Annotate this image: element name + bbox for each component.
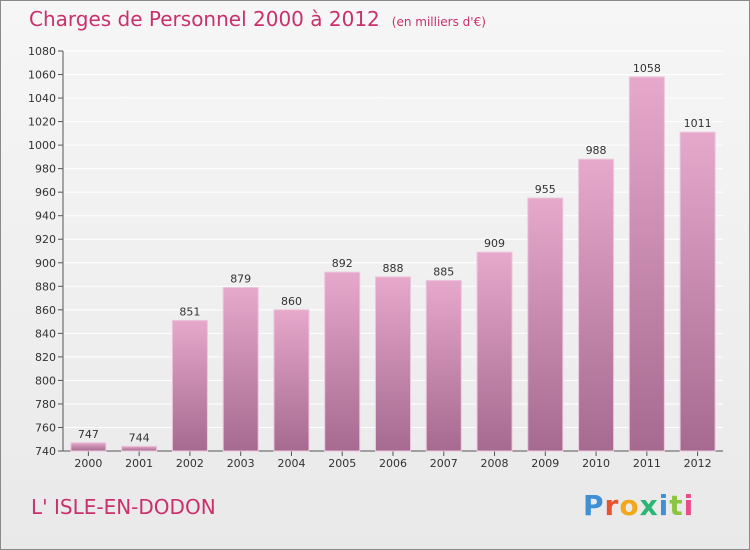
- bar-2004: [273, 309, 310, 452]
- y-tick-label: 920: [35, 233, 56, 246]
- logo-letter: i: [683, 489, 695, 522]
- y-tick-label: 1020: [28, 116, 56, 129]
- data-label-2003: 879: [230, 272, 251, 285]
- y-tick-label: 900: [35, 257, 56, 270]
- y-tick-label: 960: [35, 186, 56, 199]
- y-tick-label: 760: [35, 421, 56, 434]
- x-tick-label-2007: 2007: [430, 457, 458, 470]
- data-label-2005: 892: [332, 257, 353, 270]
- y-tick-label: 780: [35, 398, 56, 411]
- y-tick-label: 860: [35, 304, 56, 317]
- title-unit: (en milliers d'€): [391, 15, 486, 29]
- y-tick-label: 1040: [28, 92, 56, 105]
- bar-layer: [70, 76, 716, 452]
- logo-letter: i: [658, 489, 670, 522]
- logo-letter: r: [604, 489, 620, 522]
- bar-2002: [171, 319, 208, 452]
- data-label-2011: 1058: [633, 62, 661, 75]
- bar-2008: [476, 251, 513, 452]
- y-tick-label: 740: [35, 445, 56, 458]
- y-tick-label: 800: [35, 374, 56, 387]
- y-tick-label: 880: [35, 280, 56, 293]
- x-tick-label-2008: 2008: [481, 457, 509, 470]
- x-tick-label-2001: 2001: [125, 457, 153, 470]
- data-label-2012: 1011: [684, 117, 712, 130]
- logo-letter: t: [669, 489, 684, 522]
- y-tick-label: 940: [35, 210, 56, 223]
- data-label-2007: 885: [433, 265, 454, 278]
- data-label-2006: 888: [383, 262, 404, 275]
- y-tick-label: 980: [35, 163, 56, 176]
- x-tick-label-2010: 2010: [582, 457, 610, 470]
- x-tick-label-2003: 2003: [227, 457, 255, 470]
- x-tick-label-2005: 2005: [328, 457, 356, 470]
- bar-2010: [578, 158, 615, 452]
- x-tick-label-2000: 2000: [74, 457, 102, 470]
- x-tick-label-2009: 2009: [531, 457, 559, 470]
- x-tick-label-2006: 2006: [379, 457, 407, 470]
- x-tick-label-2002: 2002: [176, 457, 204, 470]
- x-tick-label-2004: 2004: [277, 457, 305, 470]
- bar-2006: [375, 276, 411, 452]
- bar-2009: [527, 197, 564, 452]
- logo-letter: P: [583, 489, 605, 522]
- y-tick-label: 820: [35, 351, 56, 364]
- data-label-2010: 988: [586, 144, 607, 157]
- y-tick-label: 840: [35, 327, 56, 340]
- data-label-2000: 747: [78, 428, 99, 441]
- data-label-2001: 744: [129, 431, 150, 444]
- commune-name: L' ISLE-EN-DODON: [31, 495, 216, 519]
- chart-title: Charges de Personnel 2000 à 2012 (en mill…: [29, 7, 486, 31]
- data-label-2002: 851: [179, 305, 200, 318]
- data-label-2008: 909: [484, 237, 505, 250]
- data-label-2004: 860: [281, 295, 302, 308]
- bar-2011: [628, 76, 665, 452]
- data-label-2009: 955: [535, 183, 556, 196]
- bar-2000: [70, 442, 107, 452]
- y-tick-label: 1080: [28, 45, 56, 58]
- bar-2005: [324, 271, 361, 452]
- bar-2003: [222, 286, 259, 452]
- y-tick-label: 1060: [28, 69, 56, 82]
- title-text: Charges de Personnel 2000 à 2012: [29, 7, 380, 31]
- label-layer: 747 2000 744 2001 851 2002 879 2003 860 2004 892 20…: [74, 62, 711, 470]
- proxiti-logo: Proxiti: [583, 489, 694, 522]
- y-tick-label: 1000: [28, 139, 56, 152]
- logo-letter: o: [619, 489, 640, 522]
- x-tick-label-2011: 2011: [633, 457, 661, 470]
- bar-2012: [679, 131, 716, 452]
- logo-letter: x: [639, 489, 659, 522]
- bar-2007: [425, 279, 462, 452]
- x-tick-label-2012: 2012: [684, 457, 712, 470]
- bar-2001: [121, 445, 158, 452]
